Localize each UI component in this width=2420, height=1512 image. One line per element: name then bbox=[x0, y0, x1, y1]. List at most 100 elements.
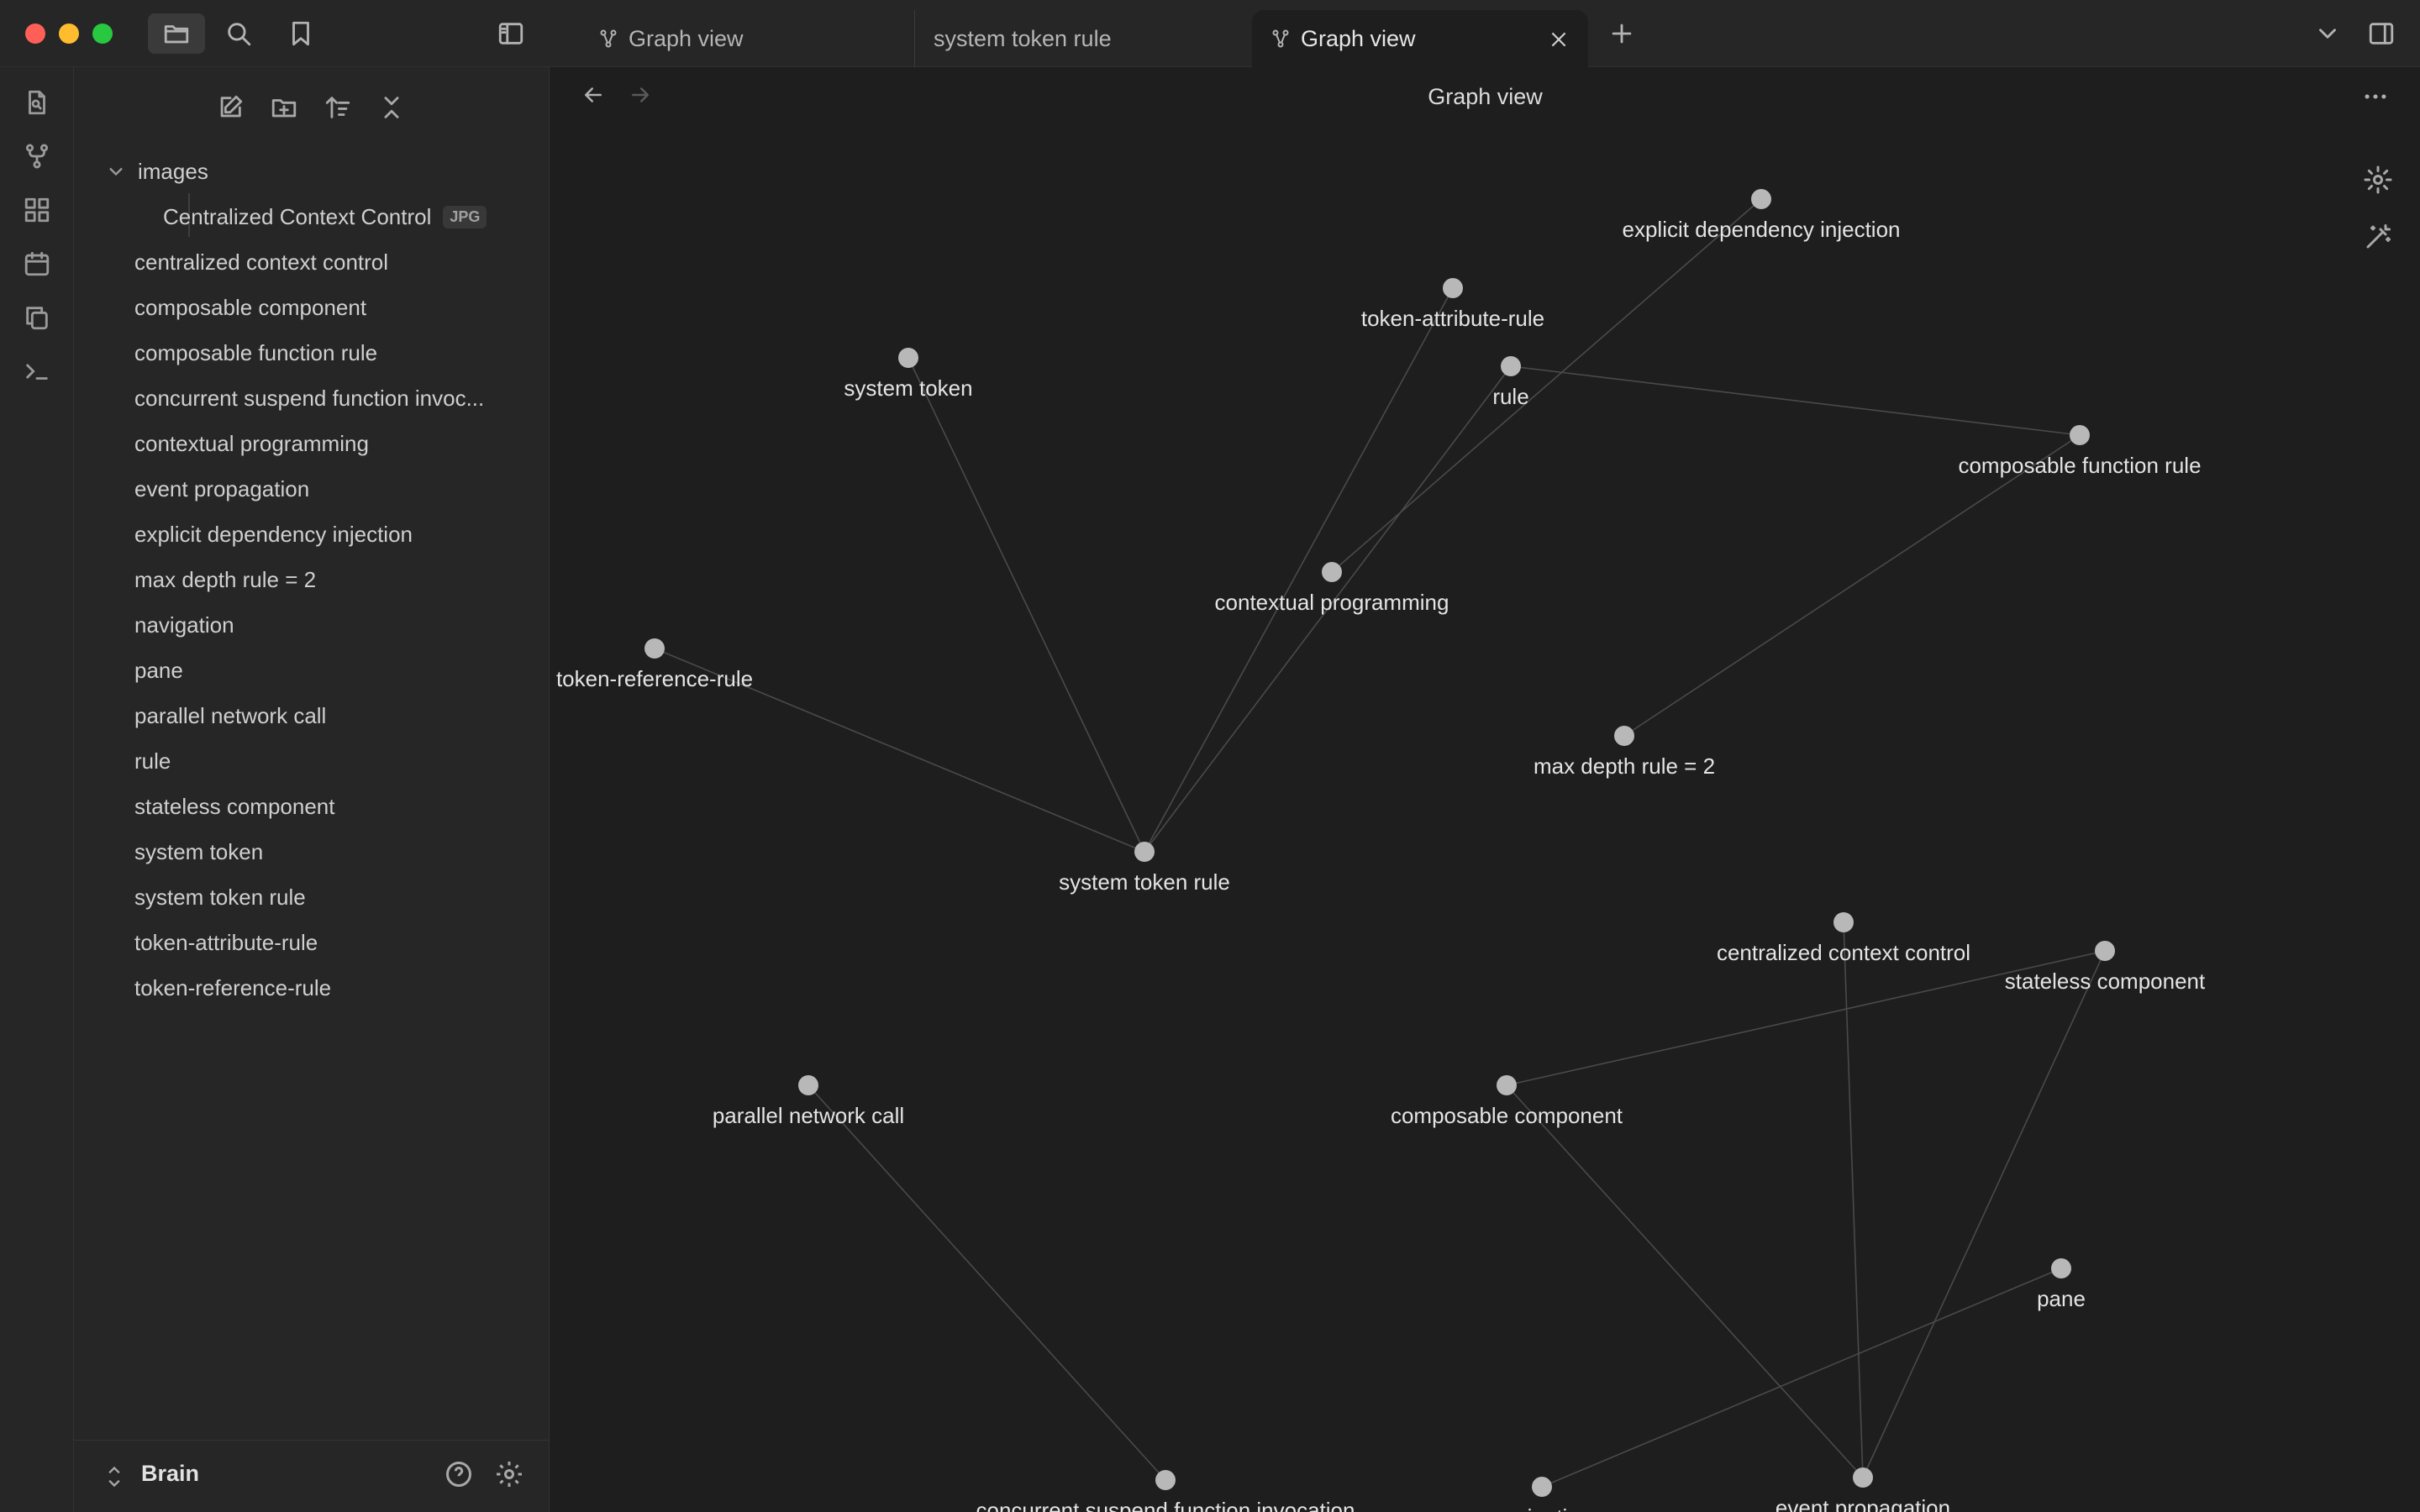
graph-node[interactable]: token-attribute-rule bbox=[1361, 278, 1544, 331]
graph-node-dot[interactable] bbox=[1833, 912, 1854, 932]
quick-switcher-button[interactable] bbox=[17, 82, 57, 123]
file-label: max depth rule = 2 bbox=[134, 566, 317, 592]
sort-button[interactable] bbox=[314, 84, 361, 131]
file-item[interactable]: system token rule bbox=[74, 875, 550, 919]
graph-edge bbox=[1506, 1084, 1864, 1478]
file-item[interactable]: explicit dependency injection bbox=[74, 512, 550, 556]
graph-node-dot[interactable] bbox=[1853, 1467, 1873, 1488]
graph-settings-button[interactable] bbox=[2363, 165, 2396, 198]
graph-node-dot[interactable] bbox=[644, 638, 665, 659]
graph-node-dot[interactable] bbox=[1532, 1477, 1552, 1497]
graph-node[interactable]: contextual programming bbox=[1215, 562, 1449, 615]
layout-dashboard-icon bbox=[24, 197, 50, 223]
file-item[interactable]: rule bbox=[74, 739, 550, 783]
daily-note-button[interactable] bbox=[17, 244, 57, 284]
graph-node-dot[interactable] bbox=[1497, 1075, 1517, 1095]
navigate-back-button[interactable] bbox=[581, 82, 614, 116]
graph-edge bbox=[654, 648, 1145, 853]
graph-node[interactable]: concurrent suspend function invocation bbox=[976, 1470, 1355, 1512]
more-options-button[interactable] bbox=[2361, 82, 2395, 116]
graph-node-dot[interactable] bbox=[1443, 278, 1463, 298]
file-item[interactable]: concurrent suspend function invoc... bbox=[74, 376, 550, 420]
vault-switcher-button[interactable] bbox=[103, 1462, 126, 1491]
animate-graph-button[interactable] bbox=[2363, 222, 2396, 255]
tab-system-token-rule[interactable]: system token rule bbox=[914, 10, 1250, 67]
graph-node[interactable]: pane bbox=[2037, 1258, 2086, 1311]
collapse-all-button[interactable] bbox=[368, 84, 415, 131]
bookmarks-button[interactable] bbox=[272, 13, 329, 54]
file-label: Centralized Context Control bbox=[163, 203, 432, 229]
graph-node-dot[interactable] bbox=[2051, 1258, 2071, 1278]
window-close-button[interactable] bbox=[25, 24, 45, 44]
file-item-image[interactable]: Centralized Context Control JPG bbox=[74, 195, 550, 239]
graph-node-dot[interactable] bbox=[2070, 425, 2090, 445]
graph-node-dot[interactable] bbox=[1501, 356, 1521, 376]
graph-node-dot[interactable] bbox=[1155, 1470, 1176, 1490]
graph-node-dot[interactable] bbox=[2095, 941, 2115, 961]
command-palette-button[interactable] bbox=[17, 351, 57, 391]
file-item[interactable]: token-attribute-rule bbox=[74, 921, 550, 964]
file-item[interactable]: system token bbox=[74, 830, 550, 874]
file-item[interactable]: token-reference-rule bbox=[74, 966, 550, 1010]
close-tab-button[interactable] bbox=[1548, 29, 1570, 50]
file-item[interactable]: composable component bbox=[74, 286, 550, 329]
open-canvas-button[interactable] bbox=[17, 190, 57, 230]
file-item[interactable]: parallel network call bbox=[74, 694, 550, 738]
graph-node[interactable]: parallel network call bbox=[713, 1075, 904, 1128]
graph-canvas[interactable]: explicit dependency injection token-attri… bbox=[550, 67, 2420, 1512]
graph-node[interactable]: explicit dependency injection bbox=[1623, 189, 1901, 242]
graph-node-dot[interactable] bbox=[1614, 726, 1634, 746]
graph-node[interactable]: system token rule bbox=[1059, 842, 1230, 895]
folder-images[interactable]: images bbox=[74, 150, 550, 193]
graph-node-dot[interactable] bbox=[1322, 562, 1342, 582]
indent-guide bbox=[188, 193, 190, 237]
graph-node-label: pane bbox=[2037, 1286, 2086, 1311]
file-label: concurrent suspend function invoc... bbox=[134, 385, 485, 411]
graph-node-dot[interactable] bbox=[1134, 842, 1155, 862]
file-label: token-reference-rule bbox=[134, 974, 332, 1000]
file-item[interactable]: stateless component bbox=[74, 785, 550, 828]
file-explorer-toggle-button[interactable] bbox=[148, 13, 205, 54]
file-item[interactable]: pane bbox=[74, 648, 550, 692]
file-item[interactable]: contextual programming bbox=[74, 422, 550, 465]
graph-node[interactable]: stateless component bbox=[2005, 941, 2206, 994]
navigate-forward-button[interactable] bbox=[628, 82, 661, 116]
graph-icon bbox=[1272, 29, 1289, 48]
settings-button[interactable] bbox=[494, 1459, 528, 1493]
help-button[interactable] bbox=[444, 1459, 477, 1493]
graph-node[interactable]: rule bbox=[1492, 356, 1529, 409]
tab-graph-view-active[interactable]: Graph view bbox=[1252, 10, 1588, 67]
open-graph-view-button[interactable] bbox=[17, 136, 57, 176]
graph-node-dot[interactable] bbox=[798, 1075, 818, 1095]
graph-node[interactable]: composable component bbox=[1391, 1075, 1623, 1128]
tab-list-button[interactable] bbox=[2299, 13, 2356, 54]
file-item[interactable]: centralized context control bbox=[74, 240, 550, 284]
graph-node[interactable]: system token bbox=[844, 348, 973, 401]
graph-edge bbox=[1144, 365, 1512, 853]
new-folder-button[interactable] bbox=[260, 84, 308, 131]
tab-graph-view[interactable]: Graph view bbox=[580, 10, 916, 67]
new-note-button[interactable] bbox=[207, 84, 254, 131]
file-item[interactable]: max depth rule = 2 bbox=[74, 558, 550, 601]
file-item[interactable]: composable function rule bbox=[74, 331, 550, 375]
file-item[interactable]: event propagation bbox=[74, 467, 550, 511]
graph-node-dot[interactable] bbox=[1751, 189, 1771, 209]
graph-node[interactable]: max depth rule = 2 bbox=[1534, 726, 1715, 779]
window-maximize-button[interactable] bbox=[92, 24, 113, 44]
toggle-right-sidebar-button[interactable] bbox=[2353, 13, 2410, 54]
graph-node[interactable]: composable function rule bbox=[1958, 425, 2202, 478]
graph-node[interactable]: navigation bbox=[1492, 1477, 1592, 1512]
graph-node-dot[interactable] bbox=[898, 348, 918, 368]
graph-node[interactable]: event propagation bbox=[1776, 1467, 1950, 1512]
graph-node[interactable]: centralized context control bbox=[1717, 912, 1970, 965]
collapse-left-sidebar-button[interactable] bbox=[482, 13, 539, 54]
graph-icon bbox=[600, 29, 617, 48]
window-minimize-button[interactable] bbox=[59, 24, 79, 44]
file-label: contextual programming bbox=[134, 430, 369, 456]
vault-name[interactable]: Brain bbox=[141, 1461, 200, 1486]
search-button[interactable] bbox=[210, 13, 267, 54]
graph-node[interactable]: token-reference-rule bbox=[556, 638, 753, 691]
new-tab-button[interactable] bbox=[1593, 13, 1650, 54]
templates-button[interactable] bbox=[17, 297, 57, 338]
file-item[interactable]: navigation bbox=[74, 603, 550, 647]
